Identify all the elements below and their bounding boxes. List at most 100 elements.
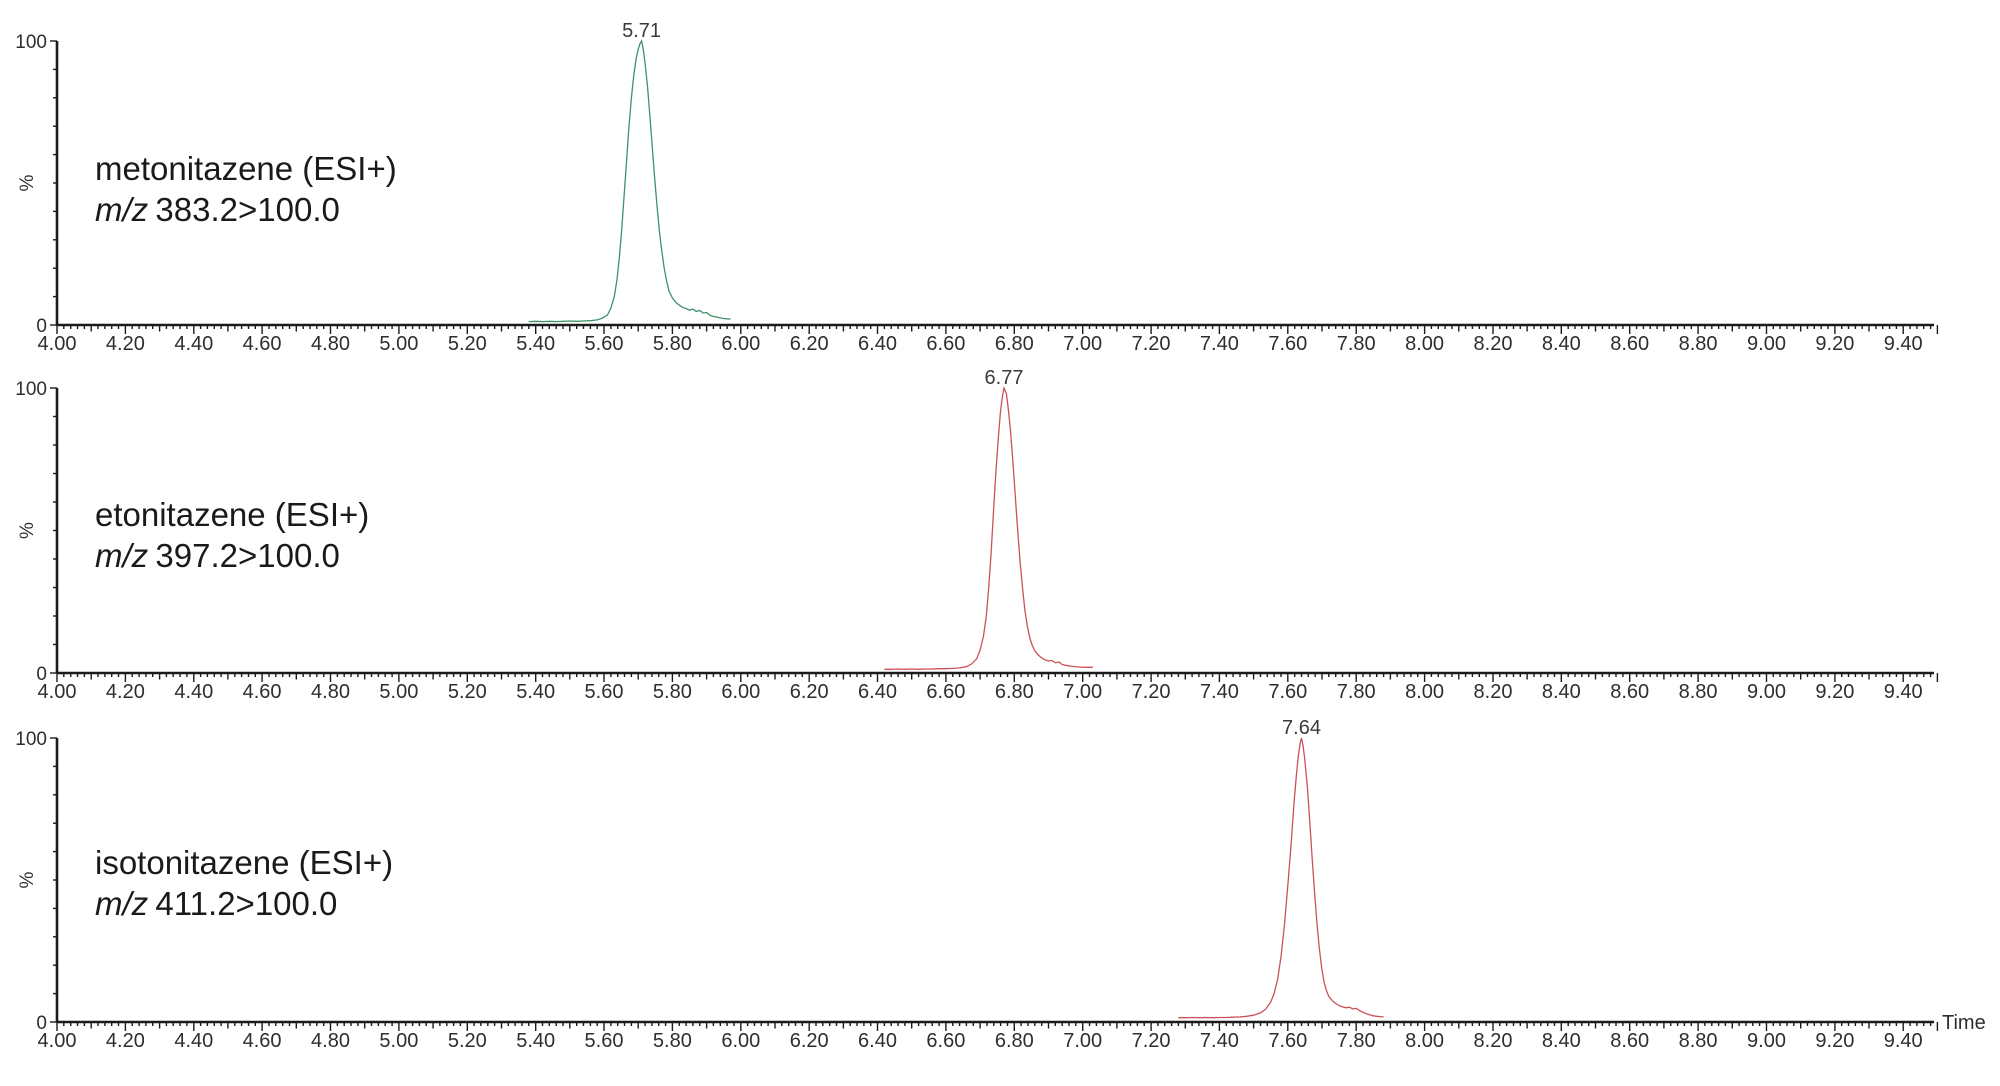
- x-tick-label: 4.40: [174, 333, 213, 355]
- x-tick-label: 7.80: [1337, 1030, 1376, 1052]
- x-tick-label: 5.80: [653, 1030, 692, 1052]
- compound-label-isotonitazene: isotonitazene (ESI+) m/z 411.2>100.0: [95, 842, 393, 924]
- x-tick-label: 7.60: [1268, 681, 1307, 703]
- x-tick-label: 9.20: [1815, 1030, 1854, 1052]
- x-tick-label: 6.00: [721, 333, 760, 355]
- x-tick-label: 8.40: [1542, 681, 1581, 703]
- x-tick-label: 6.20: [790, 681, 829, 703]
- y-tick-label-max: 100: [15, 379, 47, 400]
- x-tick-label: 7.20: [1132, 333, 1171, 355]
- x-tick-label: 5.00: [379, 1030, 418, 1052]
- x-tick-label: 7.00: [1063, 681, 1102, 703]
- x-tick-label: 4.40: [174, 681, 213, 703]
- x-tick-label: 7.60: [1268, 333, 1307, 355]
- panel-0: 4.00 4.20 4.40 4.60 4.80 5.00 5.20 5.40 5.60 5.80…: [15, 20, 1939, 355]
- x-tick-label: 8.40: [1542, 1030, 1581, 1052]
- x-tick-label: 8.80: [1679, 1030, 1718, 1052]
- compound-label-metonitazene: metonitazene (ESI+) m/z 383.2>100.0: [95, 148, 397, 230]
- x-tick-label: 5.80: [653, 681, 692, 703]
- x-tick-label: 6.00: [721, 1030, 760, 1052]
- x-tick-label: 8.00: [1405, 333, 1444, 355]
- y-tick-label-max: 100: [15, 32, 47, 53]
- x-tick-label: 7.00: [1063, 333, 1102, 355]
- trace-path: [528, 39, 731, 323]
- peak-rt-label: 6.77: [985, 367, 1024, 389]
- transition-value: 411.2>100.0: [155, 885, 338, 922]
- panel-1: 4.00 4.20 4.40 4.60 4.80 5.00 5.20 5.40 5.60 5.80…: [15, 367, 1939, 703]
- x-tick-label: 8.80: [1679, 333, 1718, 355]
- x-tick-label: 8.20: [1474, 333, 1513, 355]
- x-tick-label: 4.80: [311, 1030, 350, 1052]
- x-tick-label: 4.40: [174, 1030, 213, 1052]
- x-tick-label: 7.80: [1337, 681, 1376, 703]
- y-axis-label: %: [17, 871, 38, 888]
- x-tick-label: 6.80: [995, 1030, 1034, 1052]
- x-tick-label: 9.00: [1747, 1030, 1786, 1052]
- peak-rt-label: 7.64: [1282, 717, 1321, 739]
- x-axis: 4.00 4.20 4.40 4.60 4.80 5.00 5.20 5.40 5.60 5.80…: [38, 1020, 1939, 1052]
- x-tick-label: 6.80: [995, 681, 1034, 703]
- x-tick-label: 4.80: [311, 333, 350, 355]
- x-tick-label: 8.60: [1610, 333, 1649, 355]
- compound-name: isotonitazene (ESI+): [95, 844, 394, 881]
- y-axis: 100 0%: [15, 32, 59, 337]
- x-tick-label: 6.80: [995, 333, 1034, 355]
- x-tick-label: 4.00: [38, 1030, 77, 1052]
- transition-line: m/z 383.2>100.0: [95, 189, 397, 230]
- x-tick-label: 9.20: [1815, 681, 1854, 703]
- mz-prefix: m/z: [95, 537, 149, 574]
- compound-name: metonitazene (ESI+): [95, 150, 397, 187]
- mz-prefix: m/z: [95, 885, 149, 922]
- x-tick-label: 5.80: [653, 333, 692, 355]
- x-tick-label: 5.00: [379, 681, 418, 703]
- x-axis: 4.00 4.20 4.40 4.60 4.80 5.00 5.20 5.40 5.60 5.80…: [38, 323, 1939, 355]
- x-tick-label: 7.20: [1132, 681, 1171, 703]
- x-tick-label: 6.40: [858, 1030, 897, 1052]
- x-tick-label: 6.40: [858, 333, 897, 355]
- x-tick-label: 8.20: [1474, 681, 1513, 703]
- x-tick-label: 8.80: [1679, 681, 1718, 703]
- y-tick-label-max: 100: [15, 729, 47, 750]
- y-tick-label-min: 0: [36, 1013, 47, 1034]
- x-tick-label: 4.20: [106, 681, 145, 703]
- y-axis-label: %: [17, 174, 38, 191]
- x-tick-label: 9.40: [1884, 333, 1923, 355]
- compound-label-etonitazene: etonitazene (ESI+) m/z 397.2>100.0: [95, 494, 369, 576]
- x-tick-label: 4.00: [38, 333, 77, 355]
- x-tick-label: 4.20: [106, 333, 145, 355]
- x-tick-label: 4.60: [243, 1030, 282, 1052]
- y-tick-label-min: 0: [36, 664, 47, 685]
- x-tick-label: 5.00: [379, 333, 418, 355]
- x-tick-label: 8.00: [1405, 1030, 1444, 1052]
- x-tick-label: 8.40: [1542, 333, 1581, 355]
- x-tick-label: 7.40: [1200, 1030, 1239, 1052]
- x-tick-label: 6.60: [926, 1030, 965, 1052]
- transition-line: m/z 397.2>100.0: [95, 535, 369, 576]
- x-tick-label: 5.40: [516, 681, 555, 703]
- x-tick-label: 5.20: [448, 1030, 487, 1052]
- trace-path: [884, 385, 1093, 670]
- x-tick-label: 8.60: [1610, 681, 1649, 703]
- transition-value: 397.2>100.0: [155, 537, 340, 574]
- x-tick-label: 8.00: [1405, 681, 1444, 703]
- compound-name: etonitazene (ESI+): [95, 496, 370, 533]
- x-tick-label: 8.20: [1474, 1030, 1513, 1052]
- x-tick-label: 9.40: [1884, 1030, 1923, 1052]
- x-tick-label: 9.20: [1815, 333, 1854, 355]
- mz-prefix: m/z: [95, 191, 149, 228]
- x-tick-label: 5.40: [516, 1030, 555, 1052]
- x-tick-label: 5.60: [585, 1030, 624, 1052]
- x-tick-label: 4.20: [106, 1030, 145, 1052]
- x-tick-label: 6.40: [858, 681, 897, 703]
- y-axis: 100 0%: [15, 729, 59, 1034]
- y-axis-label: %: [17, 522, 38, 539]
- x-tick-label: 7.40: [1200, 681, 1239, 703]
- x-tick-label: 6.20: [790, 333, 829, 355]
- x-tick-label: 5.60: [585, 333, 624, 355]
- x-tick-label: 8.60: [1610, 1030, 1649, 1052]
- panel-2: 4.00 4.20 4.40 4.60 4.80 5.00 5.20 5.40 5.60 5.80…: [15, 717, 1985, 1052]
- x-tick-label: 7.60: [1268, 1030, 1307, 1052]
- x-tick-label: 7.00: [1063, 1030, 1102, 1052]
